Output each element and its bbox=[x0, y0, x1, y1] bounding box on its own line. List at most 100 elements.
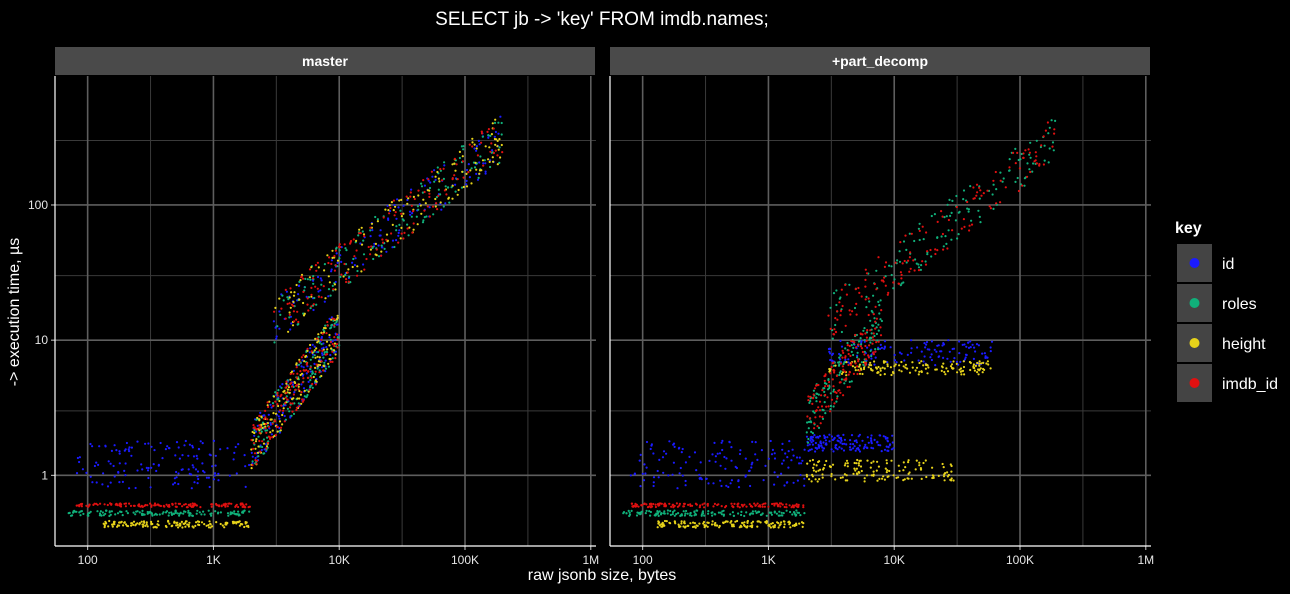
data-point bbox=[853, 445, 856, 448]
data-point bbox=[934, 364, 937, 367]
data-point bbox=[845, 378, 848, 381]
data-point bbox=[203, 523, 206, 526]
data-point bbox=[317, 360, 320, 363]
data-point bbox=[868, 300, 871, 303]
data-point bbox=[330, 262, 333, 265]
data-point bbox=[171, 503, 174, 506]
data-point bbox=[866, 329, 869, 332]
data-point bbox=[756, 458, 759, 461]
data-point bbox=[198, 511, 201, 514]
data-point bbox=[701, 511, 704, 514]
data-point bbox=[254, 459, 257, 462]
data-point bbox=[815, 384, 818, 387]
data-point bbox=[858, 291, 861, 294]
data-point bbox=[295, 283, 298, 287]
data-point bbox=[334, 264, 337, 267]
data-point bbox=[799, 514, 802, 517]
data-point bbox=[914, 468, 917, 471]
data-point bbox=[867, 313, 870, 317]
data-point bbox=[287, 298, 290, 301]
data-point bbox=[286, 302, 289, 305]
data-point bbox=[201, 462, 204, 465]
data-point bbox=[652, 476, 656, 479]
data-point bbox=[807, 427, 810, 430]
data-point bbox=[875, 326, 878, 329]
plot-panel-part-decomp: 100 1K 10K 100K 1M bbox=[609, 76, 1154, 567]
data-point bbox=[1008, 166, 1011, 169]
data-point bbox=[501, 151, 504, 154]
data-point bbox=[986, 356, 989, 359]
data-point bbox=[193, 481, 196, 484]
data-point bbox=[79, 514, 82, 517]
data-point bbox=[440, 208, 443, 211]
data-point bbox=[322, 356, 325, 359]
data-point bbox=[860, 361, 864, 364]
data-point bbox=[199, 440, 202, 443]
data-point bbox=[443, 161, 446, 164]
data-point bbox=[821, 446, 824, 449]
data-point bbox=[662, 471, 665, 474]
data-point bbox=[834, 447, 838, 450]
data-point bbox=[868, 344, 871, 347]
data-point bbox=[667, 474, 670, 477]
facet-label-master: master bbox=[302, 53, 348, 69]
data-point bbox=[331, 357, 334, 360]
data-point bbox=[398, 223, 401, 226]
data-point bbox=[936, 344, 939, 347]
data-point bbox=[118, 521, 121, 524]
data-point bbox=[421, 191, 424, 194]
data-point bbox=[829, 408, 832, 411]
data-point bbox=[922, 461, 925, 465]
data-point bbox=[967, 208, 971, 211]
data-point bbox=[864, 363, 867, 367]
data-point bbox=[104, 444, 107, 447]
data-point bbox=[856, 372, 859, 376]
data-point bbox=[194, 468, 198, 471]
data-point bbox=[879, 343, 882, 346]
data-point bbox=[950, 464, 953, 468]
data-point bbox=[362, 239, 365, 242]
data-point bbox=[649, 510, 653, 514]
data-point bbox=[188, 443, 191, 446]
data-point bbox=[131, 522, 134, 525]
data-point bbox=[269, 423, 272, 426]
data-point bbox=[863, 477, 866, 480]
data-point bbox=[888, 264, 891, 267]
data-point bbox=[807, 449, 810, 452]
data-point bbox=[971, 343, 974, 346]
data-point bbox=[298, 298, 301, 301]
data-point bbox=[834, 317, 837, 320]
data-point bbox=[98, 445, 101, 448]
data-point bbox=[217, 472, 220, 475]
data-point bbox=[675, 502, 679, 505]
data-point bbox=[918, 461, 921, 464]
data-point bbox=[202, 510, 205, 513]
data-point bbox=[935, 350, 938, 353]
data-point bbox=[806, 462, 809, 465]
data-point bbox=[144, 442, 147, 445]
data-point bbox=[825, 382, 828, 385]
data-point bbox=[992, 179, 995, 182]
data-point bbox=[992, 207, 995, 210]
data-point bbox=[920, 477, 923, 480]
data-point bbox=[816, 480, 819, 483]
data-point bbox=[780, 521, 783, 524]
data-point bbox=[253, 431, 256, 435]
data-point bbox=[821, 415, 824, 419]
data-point bbox=[210, 503, 213, 506]
data-point bbox=[870, 446, 873, 449]
data-point bbox=[205, 524, 208, 527]
data-point bbox=[977, 344, 981, 347]
data-point bbox=[870, 354, 873, 358]
data-point bbox=[749, 525, 752, 528]
data-point bbox=[386, 239, 389, 242]
data-point bbox=[215, 521, 218, 524]
data-point bbox=[324, 324, 327, 327]
data-point bbox=[331, 360, 334, 363]
data-point bbox=[288, 311, 291, 314]
data-point bbox=[732, 514, 735, 518]
data-point bbox=[316, 261, 319, 264]
data-point bbox=[815, 470, 818, 473]
data-point bbox=[178, 457, 181, 460]
data-point bbox=[175, 441, 179, 444]
